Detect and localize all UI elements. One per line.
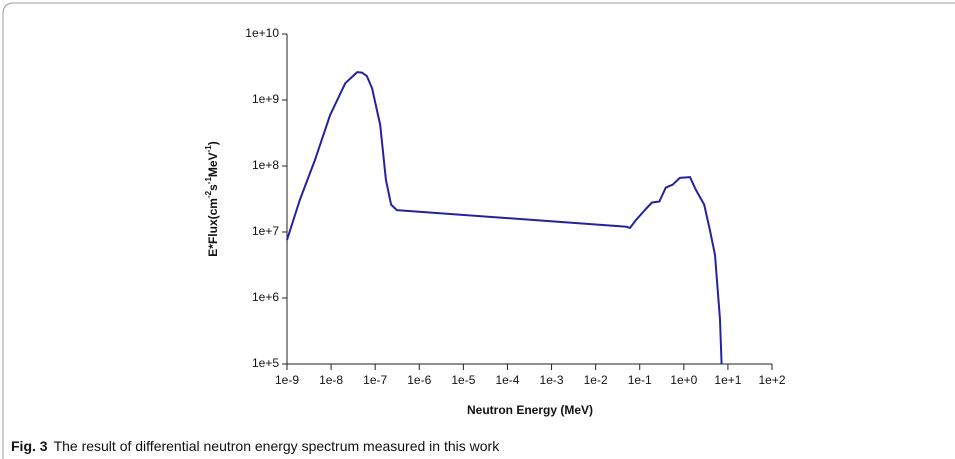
y-tick-label: 1e+8 — [252, 158, 279, 172]
y-axis-label: E*Flux(cm-2s-1MeV-1) — [204, 141, 220, 256]
caption: Fig. 3 The result of differential neutron… — [11, 438, 500, 454]
x-tick-label: 1e-3 — [540, 373, 564, 387]
x-tick-label: 1e-8 — [319, 373, 343, 387]
y-label-part: E*Flux(cm — [206, 198, 220, 257]
spectrum-line — [286, 71, 723, 365]
x-tick-label: 1e-9 — [275, 373, 299, 387]
caption-label: Fig. 3 — [11, 438, 48, 454]
caption-text: The result of differential neutron energ… — [54, 438, 501, 454]
y-tick-label: 1e+6 — [252, 290, 279, 304]
x-tick-label: 1e+0 — [670, 373, 697, 387]
y-label-sup: -1 — [204, 145, 213, 153]
x-tick-label: 1e-4 — [495, 373, 519, 387]
y-tick-label: 1e+7 — [252, 224, 279, 238]
y-label-part: MeV — [206, 152, 220, 177]
y-tick-label: 1e+9 — [252, 92, 279, 106]
x-tick-label: 1e-5 — [451, 373, 475, 387]
y-label-sup: -1 — [204, 177, 213, 185]
y-tick-label: 1e+10 — [245, 26, 279, 40]
x-tick-label: 1e-1 — [628, 373, 652, 387]
x-tick-label: 1e-7 — [363, 373, 387, 387]
x-tick-label: 1e-6 — [407, 373, 431, 387]
x-tick-label: 1e+1 — [714, 373, 741, 387]
y-label-part: ) — [206, 141, 220, 145]
x-tick-label: 1e+2 — [758, 373, 785, 387]
x-axis-label: Neutron Energy (MeV) — [467, 403, 593, 417]
y-tick-label: 1e+5 — [252, 356, 279, 370]
y-label-part: s — [206, 184, 220, 191]
x-tick-label: 1e-2 — [584, 373, 608, 387]
y-label-sup: -2 — [204, 190, 213, 198]
